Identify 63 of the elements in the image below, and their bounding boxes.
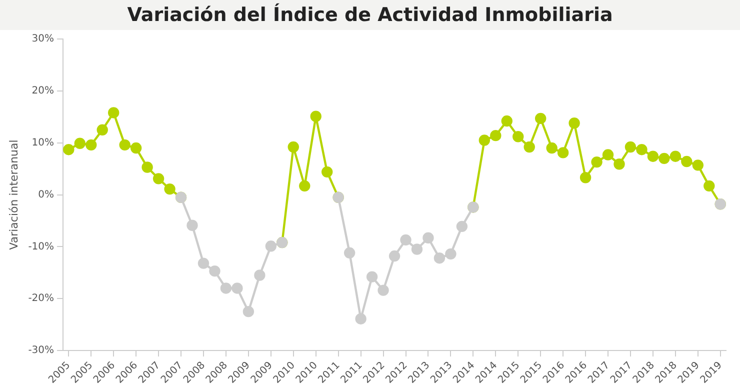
point: [591, 156, 602, 168]
point: [614, 158, 625, 170]
point: [524, 141, 535, 153]
point: [624, 141, 636, 153]
y-tick-label: -20%: [28, 293, 54, 304]
point: [692, 160, 704, 171]
point: [152, 173, 164, 184]
point: [456, 220, 468, 232]
point: [96, 124, 108, 136]
chart-title: Variación del Índice de Actividad Inmobiliaria: [0, 0, 740, 30]
point: [310, 110, 322, 122]
point: [355, 313, 366, 324]
point: [198, 258, 210, 269]
point: [344, 247, 356, 259]
point: [142, 162, 153, 173]
point: [670, 150, 682, 162]
point: [704, 180, 715, 192]
point: [86, 139, 97, 151]
point: [265, 240, 277, 252]
point: [232, 282, 243, 294]
point: [512, 131, 524, 142]
point: [422, 232, 434, 244]
point: [220, 282, 232, 294]
point: [434, 252, 446, 264]
point: [602, 149, 614, 160]
point: [119, 139, 130, 151]
point: [130, 142, 142, 154]
y-tick-label: 0%: [38, 189, 54, 200]
point: [186, 220, 198, 231]
point: [568, 118, 580, 129]
point: [299, 180, 310, 192]
point: [74, 138, 86, 149]
point: [322, 166, 333, 178]
point: [534, 112, 546, 124]
y-tick-label: 30%: [32, 34, 54, 45]
point: [501, 115, 512, 127]
point: [209, 265, 220, 277]
point: [647, 150, 659, 162]
point: [636, 144, 648, 156]
point: [400, 234, 412, 246]
y-tick-label: -10%: [28, 241, 54, 252]
point: [557, 147, 569, 158]
y-axis-title: Variación interanual: [7, 140, 20, 250]
point: [490, 130, 502, 142]
point: [366, 271, 378, 282]
point: [164, 183, 176, 195]
point: [108, 107, 120, 118]
point: [288, 141, 299, 153]
point: [546, 142, 558, 154]
point: [411, 244, 423, 255]
point: [445, 248, 456, 260]
point: [478, 134, 490, 146]
point: [681, 156, 692, 168]
point: [254, 270, 266, 281]
point: [378, 284, 389, 296]
y-tick-label: 20%: [32, 86, 54, 97]
point: [388, 250, 400, 262]
point: [658, 152, 670, 164]
point: [580, 172, 592, 184]
point: [63, 144, 74, 156]
y-tick-label: 10%: [32, 137, 54, 148]
y-tick-label: -30%: [28, 345, 54, 356]
point: [242, 306, 254, 318]
